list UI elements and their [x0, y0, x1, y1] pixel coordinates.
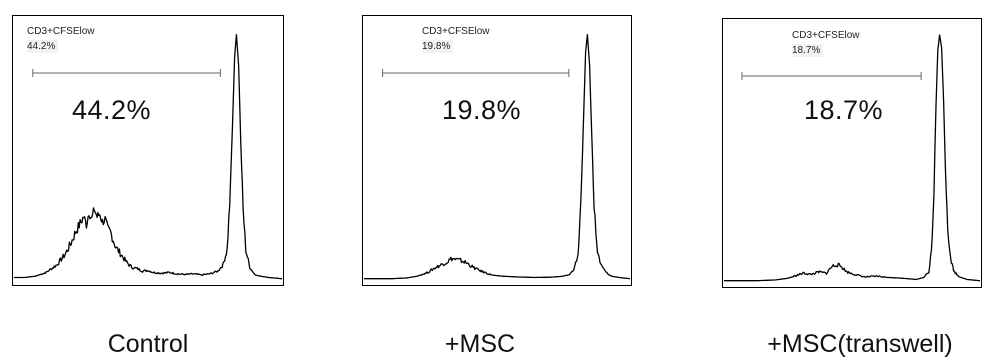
gate-percent-label: 18.7% — [792, 44, 824, 57]
gate-marker — [32, 69, 221, 77]
plot-frame — [722, 18, 982, 288]
gate-name-label: CD3+CFSElow — [792, 30, 860, 41]
gate-marker — [382, 69, 570, 77]
histogram-panel-msc-transwell: CD3+CFSElow 18.7% 18.7% — [722, 18, 982, 288]
histogram-plot — [12, 15, 284, 286]
gate-name-label: CD3+CFSElow — [422, 26, 490, 37]
plot-frame — [12, 15, 284, 286]
sample-label-control: Control — [107, 330, 189, 358]
histogram-curve — [724, 34, 980, 282]
histogram-curve — [364, 33, 631, 280]
percent-annotation: 19.8% — [442, 95, 522, 125]
gate-name-label: CD3+CFSElow — [27, 26, 95, 37]
percent-annotation: 44.2% — [72, 95, 152, 125]
percent-annotation: 18.7% — [804, 95, 884, 125]
sample-label-msc: +MSC — [444, 330, 516, 358]
plot-frame — [362, 15, 632, 286]
gate-percent-label: 19.8% — [422, 40, 454, 53]
histogram-plot — [722, 18, 982, 288]
histogram-plot — [362, 15, 632, 286]
gate-marker — [741, 72, 922, 80]
histogram-panel-msc: CD3+CFSElow 19.8% 19.8% — [362, 15, 632, 286]
sample-label-msc-transwell: +MSC(transwell) — [767, 330, 953, 358]
histogram-panel-control: CD3+CFSElow 44.2% 44.2% — [12, 15, 284, 286]
gate-percent-label: 44.2% — [27, 40, 59, 53]
histogram-curve — [14, 33, 282, 280]
